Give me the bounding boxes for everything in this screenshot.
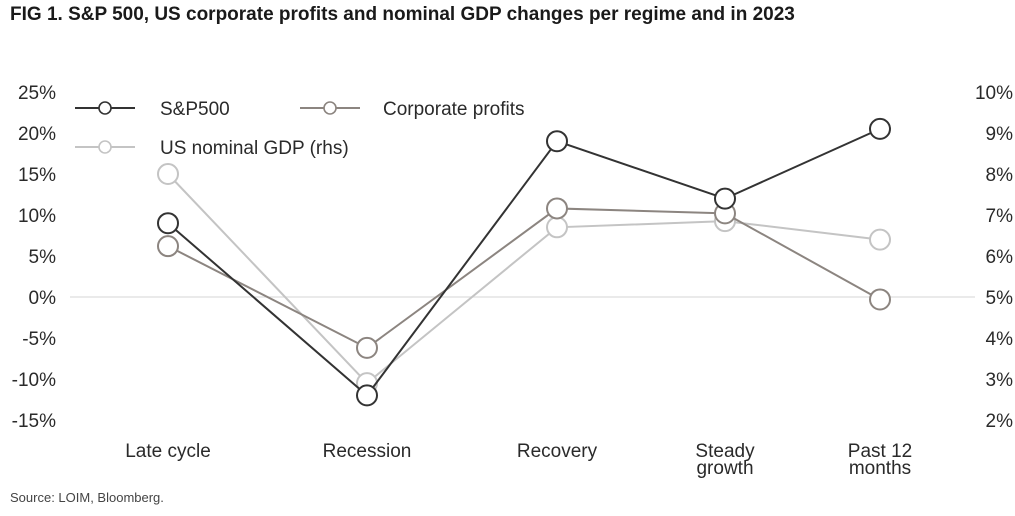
x-axis: Late cycle Recession Recovery Steady growth P… xyxy=(125,441,912,479)
line-chart: 25% 20% 15% 10% 5% 0% -5% -10% -15% 10% 9% 8% 7% 6% 5… xyxy=(12,83,1013,479)
series-us-nominal-gdp-rhs xyxy=(157,163,891,395)
legend-item: US nominal GDP (rhs) xyxy=(75,138,349,159)
right-axis: 10% 9% 8% 7% 6% 5% 4% 3% 2% xyxy=(975,83,1013,432)
series-corporate-profits xyxy=(157,197,891,359)
left-tick-label: 0% xyxy=(29,288,57,309)
series-line xyxy=(167,127,881,397)
legend-marker xyxy=(98,140,112,154)
legend-marker xyxy=(98,101,112,115)
right-tick-label: 6% xyxy=(986,247,1014,268)
right-tick-label: 10% xyxy=(975,83,1013,104)
legend-label: S&P500 xyxy=(160,99,230,120)
x-tick-label: Recovery xyxy=(517,441,598,462)
data-point xyxy=(546,197,568,220)
x-tick-label: Recession xyxy=(323,441,412,462)
x-tick-label: Late cycle xyxy=(125,441,211,462)
right-tick-label: 9% xyxy=(986,124,1014,145)
series-line xyxy=(167,207,881,350)
data-point xyxy=(869,117,891,140)
data-point xyxy=(869,228,891,251)
series-line xyxy=(167,173,881,385)
x-tick-label: Past 12 months xyxy=(848,441,912,479)
series-s-p500 xyxy=(157,117,891,407)
left-tick-label: 25% xyxy=(18,83,56,104)
left-tick-label: 20% xyxy=(18,124,56,145)
data-point xyxy=(714,187,736,210)
left-tick-label: 5% xyxy=(29,247,57,268)
data-point xyxy=(356,384,378,407)
legend-label: US nominal GDP (rhs) xyxy=(160,138,349,159)
left-tick-label: 15% xyxy=(18,165,56,186)
right-tick-label: 5% xyxy=(986,288,1014,309)
right-tick-label: 8% xyxy=(986,165,1014,186)
right-tick-label: 2% xyxy=(986,411,1014,432)
right-tick-label: 4% xyxy=(986,329,1014,350)
legend-label: Corporate profits xyxy=(383,99,525,120)
left-tick-label: -10% xyxy=(12,370,56,391)
left-tick-label: -15% xyxy=(12,411,56,432)
legend-item: S&P500 xyxy=(75,99,230,120)
data-point xyxy=(546,130,568,153)
legend-marker xyxy=(323,101,337,115)
left-axis: 25% 20% 15% 10% 5% 0% -5% -10% -15% xyxy=(12,83,56,432)
data-point xyxy=(546,216,568,239)
series-layer xyxy=(157,117,891,407)
data-point xyxy=(157,163,179,185)
data-point xyxy=(356,336,378,359)
chart-title: FIG 1. S&P 500, US corporate profits and… xyxy=(10,4,795,25)
x-tick-label: Steady growth xyxy=(695,441,755,479)
right-tick-label: 7% xyxy=(986,206,1014,227)
data-point xyxy=(869,288,891,311)
data-point xyxy=(157,212,179,235)
left-tick-label: -5% xyxy=(22,329,56,350)
source-note: Source: LOIM, Bloomberg. xyxy=(10,490,164,505)
data-point xyxy=(157,235,179,258)
legend-item: Corporate profits xyxy=(300,99,525,120)
left-tick-label: 10% xyxy=(18,206,56,227)
legend: S&P500 Corporate profits US nominal GDP (r… xyxy=(75,99,525,159)
right-tick-label: 3% xyxy=(986,370,1014,391)
